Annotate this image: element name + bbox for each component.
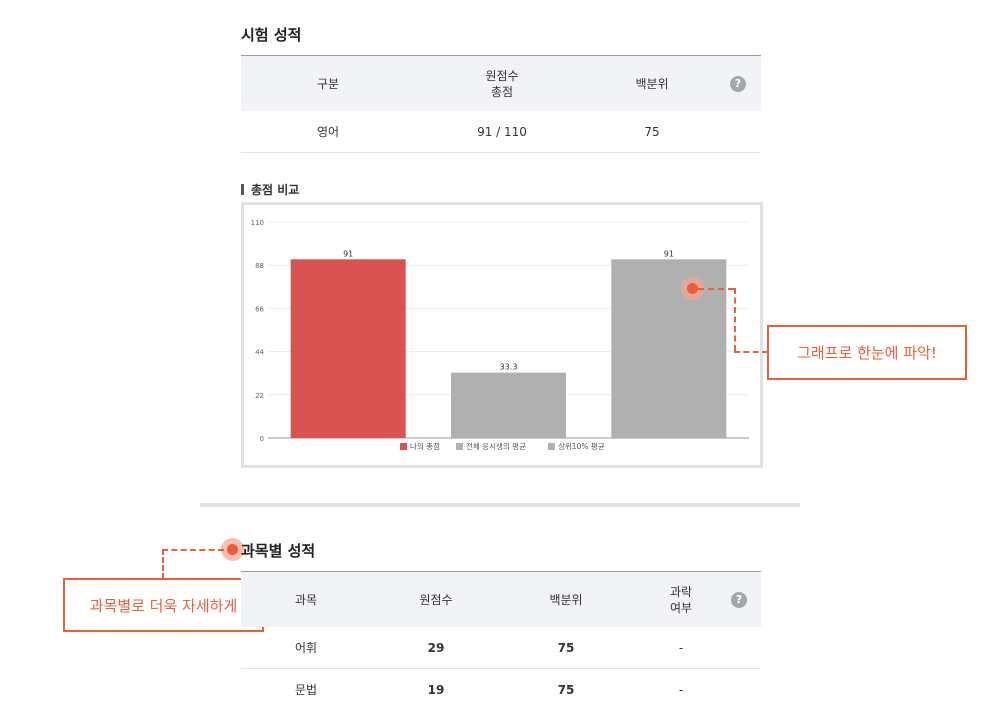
row-score: 91 / 110 xyxy=(477,124,527,139)
row-percentile: 75 xyxy=(644,124,660,139)
subject-score-table: 과목 원점수 백분위 과락 여부 ? 어휘 29 75 - 문법 19 75 - xyxy=(241,571,761,710)
bar-value-label: 91 xyxy=(664,249,674,258)
score-comparison-chart: 0 22 44 66 88 110 91 33.3 91 나의 총점 전체 응시생의 평균 상위10%… xyxy=(241,202,763,468)
header-raw-score: 원점수 xyxy=(419,593,453,607)
legend-swatch xyxy=(548,443,555,450)
section-divider xyxy=(200,503,800,507)
header-category: 구분 xyxy=(316,77,340,91)
y-tick-label: 0 xyxy=(260,435,264,443)
row-score: 29 xyxy=(427,640,445,655)
question-icon[interactable]: ? xyxy=(730,75,746,92)
exam-section-title: 시험 성적 xyxy=(241,26,302,44)
header-percentile: 백분위 xyxy=(635,77,669,91)
subject-table-header: 과목 원점수 백분위 과락 여부 ? xyxy=(241,571,761,627)
y-tick-label: 66 xyxy=(255,305,264,313)
subject-callout-line xyxy=(162,549,224,551)
y-tick-label: 44 xyxy=(255,349,264,357)
legend-label: 나의 총점 xyxy=(410,441,440,451)
chart-bar xyxy=(451,372,566,438)
header-raw-score: 원점수 총점 xyxy=(485,68,519,99)
subject-callout-box: 과목별로 더욱 자세하게 xyxy=(63,578,264,632)
row-score: 19 xyxy=(427,682,445,697)
row-category: 영어 xyxy=(316,125,340,139)
graph-callout-line xyxy=(734,288,736,351)
table-row: 어휘 29 75 - xyxy=(241,627,761,669)
graph-callout-box: 그래프로 한눈에 파악! xyxy=(767,325,967,380)
y-tick-label: 22 xyxy=(255,392,264,400)
graph-callout-dot xyxy=(687,283,698,294)
legend-label: 상위10% 평균 xyxy=(558,441,605,451)
row-percentile: 75 xyxy=(557,682,575,697)
y-tick-label: 110 xyxy=(251,219,264,227)
chart-bar xyxy=(611,259,727,438)
exam-score-table: 구분 원점수 총점 백분위 ? 영어 91 / 110 75 xyxy=(241,55,761,153)
graph-callout-line xyxy=(734,351,768,353)
row-fail: - xyxy=(678,682,684,697)
bar-value-label: 33.3 xyxy=(500,363,518,372)
bar-value-label: 91 xyxy=(343,249,353,258)
header-percentile: 백분위 xyxy=(549,593,583,607)
row-subject: 어휘 xyxy=(294,641,318,655)
exam-table-header: 구분 원점수 총점 백분위 ? xyxy=(241,55,761,111)
compare-title: 총점 비교 xyxy=(251,183,300,197)
y-tick-label: 88 xyxy=(255,262,264,270)
compare-subtitle: 총점 비교 xyxy=(241,181,299,198)
row-fail: - xyxy=(678,640,684,655)
header-fail: 과락 여부 xyxy=(669,584,693,615)
row-percentile: 75 xyxy=(557,640,575,655)
subject-section-title: 과목별 성적 xyxy=(241,542,316,560)
legend-swatch xyxy=(456,443,463,450)
legend-label: 전체 응시생의 평균 xyxy=(466,441,526,451)
table-row: 영어 91 / 110 75 xyxy=(241,111,761,153)
graph-callout-line xyxy=(698,288,734,290)
subject-callout-line xyxy=(162,549,164,579)
question-icon[interactable]: ? xyxy=(731,591,747,608)
table-row: 문법 19 75 - xyxy=(241,669,761,710)
subtitle-bar-marker xyxy=(241,184,244,195)
chart-bar xyxy=(290,259,406,438)
legend-swatch xyxy=(400,443,407,450)
header-subject: 과목 xyxy=(294,593,318,607)
row-subject: 문법 xyxy=(294,683,318,697)
chart-svg: 0 22 44 66 88 110 91 33.3 91 나의 총점 전체 응시생의 평균 상위10%… xyxy=(251,219,749,451)
subject-callout-dot xyxy=(227,544,238,555)
